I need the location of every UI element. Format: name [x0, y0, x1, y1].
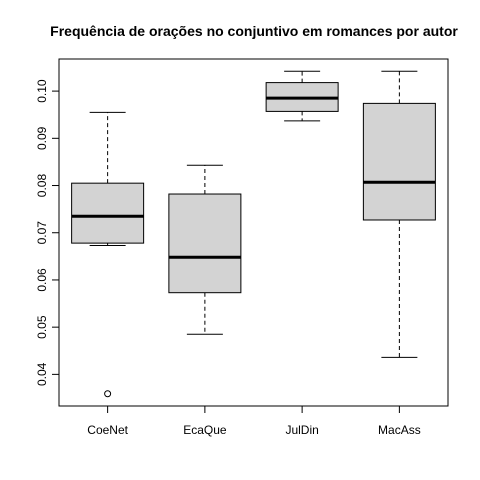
x-tick-label: MacAss — [378, 423, 421, 437]
y-tick-label: 0.06 — [35, 268, 49, 292]
chart-title: Frequência de orações no conjuntivo em r… — [50, 23, 458, 39]
y-tick-label: 0.09 — [35, 126, 49, 150]
x-tick-label: EcaQue — [183, 423, 227, 437]
x-tick-label: CoeNet — [87, 423, 128, 437]
y-tick-label: 0.05 — [35, 315, 49, 339]
box-iqr — [71, 182, 145, 244]
box-iqr — [362, 102, 436, 221]
box-coenet — [71, 111, 145, 398]
box-macass — [362, 70, 436, 358]
y-tick-label: 0.04 — [35, 362, 49, 386]
box-iqr — [168, 193, 242, 294]
outlier-point — [104, 390, 112, 398]
box-juldin — [265, 70, 339, 122]
y-tick-label: 0.08 — [35, 174, 49, 198]
box-ecaque — [168, 164, 242, 335]
x-tick-label: JulDin — [285, 423, 318, 437]
y-tick-label: 0.07 — [35, 221, 49, 245]
y-tick-label: 0.10 — [35, 79, 49, 103]
